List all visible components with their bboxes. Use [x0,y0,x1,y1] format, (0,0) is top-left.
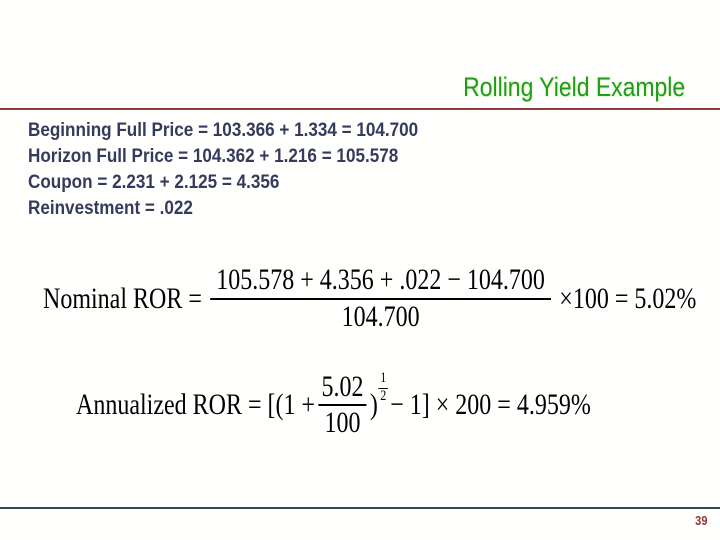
body-line-reinvestment: Reinvestment = .022 [28,198,193,219]
annualized-ror-exponent-fraction: 1 2 [378,370,388,405]
body-line-horizon-full-price: Horizon Full Price = 104.362 + 1.216 = 1… [28,146,399,167]
annualized-ror-result: − 1] × 200 = 4.959% [390,388,591,421]
annualized-ror-label: Annualized ROR = [(1 + [76,388,316,421]
annualized-ror-fraction-numerator: 5.02 [318,371,367,406]
annualized-ror-fraction: 5.02 100 [318,371,367,439]
body-line-coupon: Coupon = 2.231 + 2.125 = 4.356 [28,172,280,193]
body-line-beginning-full-price: Beginning Full Price = 103.366 + 1.334 =… [28,120,419,141]
title-rule [0,108,720,110]
annualized-ror-exponent-denominator: 2 [380,387,387,404]
slide-title: Rolling Yield Example [463,72,685,102]
nominal-ror-fraction-denominator: 104.700 [341,299,420,333]
body-text-block: Beginning Full Price = 103.366 + 1.334 =… [28,118,418,222]
page-number: 39 [694,513,707,528]
formula-nominal-ror: Nominal ROR = 105.578 + 4.356 + .022 − 1… [43,264,696,332]
nominal-ror-fraction-numerator: 105.578 + 4.356 + .022 − 104.700 [209,264,552,300]
annualized-ror-close-paren: ) [369,388,378,421]
formula-annualized-ror: Annualized ROR = [(1 + 5.02 100 ) 1 2 − … [76,370,591,439]
nominal-ror-fraction: 105.578 + 4.356 + .022 − 104.700 104.700 [209,264,552,333]
annualized-ror-exponent-numerator: 1 [378,370,388,389]
nominal-ror-result: ×100 = 5.02% [559,281,697,315]
annualized-ror-fraction-denominator: 100 [324,405,361,439]
nominal-ror-label: Nominal ROR = [43,281,202,315]
footer-rule [0,507,720,509]
